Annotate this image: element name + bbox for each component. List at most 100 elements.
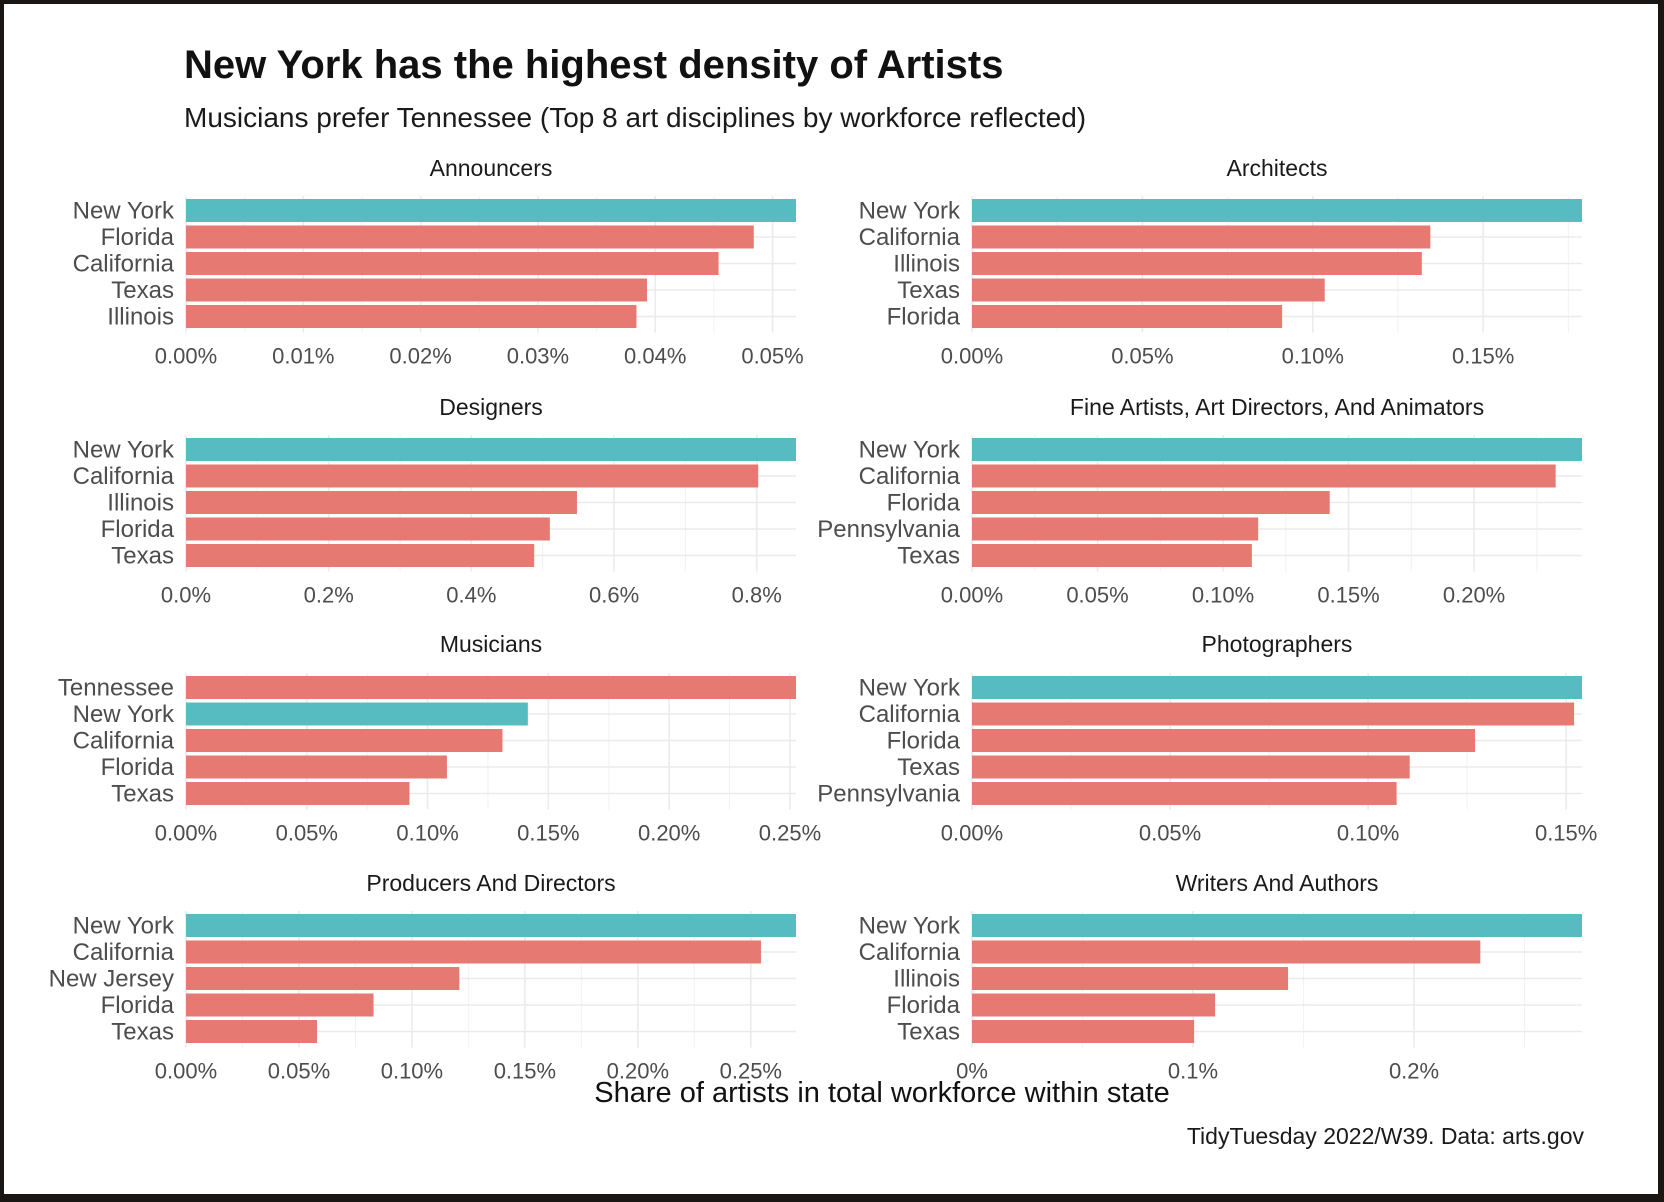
- facet-panel: 0.0% 0.2% 0.4% 0.6% 0.8% New YorkCaliforniaIl…: [73, 394, 796, 608]
- bar: [972, 940, 1481, 964]
- x-tick-label: 0.15%: [494, 1059, 556, 1084]
- bar: [972, 225, 1431, 249]
- category-label: Florida: [887, 490, 961, 517]
- facet-panel: 0.00% 0.05% 0.10% 0.15% New YorkCaliforniaFl…: [817, 631, 1597, 846]
- category-label: California: [73, 463, 175, 490]
- facet-strip-title: Architects: [1227, 155, 1328, 181]
- bar: [186, 1020, 318, 1043]
- bar: [972, 438, 1582, 461]
- category-label: Texas: [111, 781, 174, 808]
- facet-strip-title: Writers And Authors: [1176, 870, 1379, 896]
- x-tick-label: 0.10%: [1192, 583, 1254, 608]
- x-tick-label: 0.15%: [1317, 583, 1379, 608]
- category-label: New York: [859, 437, 961, 464]
- category-label: Florida: [887, 992, 961, 1019]
- x-tick-label: 0.10%: [1282, 344, 1344, 369]
- facet-strip-title: Photographers: [1202, 631, 1353, 657]
- bar: [186, 914, 796, 937]
- x-tick-label: 0.20%: [607, 1059, 669, 1084]
- category-label: Illinois: [893, 966, 960, 993]
- category-label: Texas: [111, 1019, 174, 1046]
- category-label: Illinois: [107, 490, 174, 517]
- x-tick-label: 0.00%: [941, 821, 1003, 846]
- bar: [186, 702, 528, 726]
- bar: [186, 967, 460, 990]
- facet-panel: 0.00% 0.05% 0.10% 0.15% 0.20% 0.25% New YorkCa…: [49, 870, 796, 1084]
- bar: [972, 1020, 1195, 1043]
- x-tick-label: 0.20%: [638, 821, 700, 846]
- category-label: Texas: [897, 543, 960, 570]
- category-label: California: [73, 939, 175, 966]
- category-label: New York: [73, 437, 175, 464]
- x-tick-label: 0.6%: [589, 583, 639, 608]
- x-tick-label: 0.00%: [155, 1059, 217, 1084]
- category-label: California: [859, 701, 961, 728]
- category-label: Florida: [101, 992, 175, 1019]
- x-tick-label: 0.03%: [507, 344, 569, 369]
- category-label: Florida: [887, 728, 961, 755]
- bar: [186, 676, 796, 699]
- category-label: Illinois: [893, 251, 960, 278]
- bar: [186, 305, 637, 328]
- chart-subtitle: Musicians prefer Tennessee (Top 8 art di…: [184, 102, 1086, 133]
- x-tick-label: 0%: [956, 1059, 988, 1084]
- category-label: Florida: [101, 754, 175, 781]
- bar: [972, 278, 1325, 302]
- bar: [186, 464, 759, 488]
- x-tick-label: 0.10%: [381, 1059, 443, 1084]
- category-label: New York: [859, 198, 961, 225]
- bar: [186, 940, 761, 964]
- x-tick-label: 0.05%: [1111, 344, 1173, 369]
- bar: [186, 252, 719, 275]
- x-tick-label: 0.05%: [741, 344, 803, 369]
- bar: [972, 305, 1283, 328]
- category-label: California: [73, 728, 175, 755]
- bar: [186, 517, 550, 541]
- x-tick-label: 0.05%: [1066, 583, 1128, 608]
- x-tick-label: 0.05%: [268, 1059, 330, 1084]
- category-label: California: [859, 463, 961, 490]
- chart-caption: TidyTuesday 2022/W39. Data: arts.gov: [1187, 1123, 1585, 1149]
- bar: [186, 491, 577, 514]
- bar: [186, 993, 374, 1017]
- facet-panel: 0.00% 0.05% 0.10% 0.15% New YorkCaliforniaIl…: [859, 155, 1582, 369]
- x-tick-label: 0.05%: [1139, 821, 1201, 846]
- x-tick-label: 0.20%: [1443, 583, 1505, 608]
- category-label: Florida: [101, 516, 175, 543]
- facet-panel: 0.00% 0.05% 0.10% 0.15% 0.20% New YorkCalifor…: [817, 394, 1582, 608]
- category-label: California: [73, 251, 175, 278]
- chart-title: New York has the highest density of Arti…: [184, 43, 1003, 87]
- x-tick-label: 0.04%: [624, 344, 686, 369]
- x-tick-label: 0.05%: [276, 821, 338, 846]
- bar: [972, 252, 1422, 275]
- facet-strip-title: Announcers: [430, 155, 553, 181]
- category-label: Pennsylvania: [817, 781, 960, 808]
- bar: [186, 755, 447, 779]
- x-tick-label: 0.00%: [941, 344, 1003, 369]
- chart-card: New York has the highest density of Arti…: [4, 4, 1658, 1194]
- bar: [972, 967, 1289, 990]
- category-label: Texas: [897, 1019, 960, 1046]
- facet-panel: 0.00% 0.01% 0.02% 0.03% 0.04% 0.05% New YorkFl…: [73, 155, 804, 369]
- x-tick-label: 0.01%: [272, 344, 334, 369]
- bar: [972, 729, 1476, 752]
- category-label: Tennessee: [58, 675, 174, 702]
- x-tick-label: 0.0%: [161, 583, 211, 608]
- bar: [972, 517, 1259, 541]
- x-tick-label: 0.00%: [941, 583, 1003, 608]
- bar: [186, 278, 648, 302]
- x-tick-label: 0.00%: [155, 821, 217, 846]
- category-label: New York: [859, 913, 961, 940]
- category-label: Texas: [111, 277, 174, 304]
- x-tick-label: 0.02%: [389, 344, 451, 369]
- category-label: Pennsylvania: [817, 516, 960, 543]
- x-tick-label: 0.10%: [1337, 821, 1399, 846]
- x-axis-label: Share of artists in total workforce with…: [594, 1077, 1169, 1109]
- x-tick-label: 0.15%: [1535, 821, 1597, 846]
- category-label: California: [859, 939, 961, 966]
- category-label: Texas: [897, 754, 960, 781]
- x-tick-label: 0.4%: [446, 583, 496, 608]
- bar: [972, 755, 1410, 779]
- bar: [972, 544, 1252, 567]
- facet-strip-title: Designers: [439, 394, 543, 420]
